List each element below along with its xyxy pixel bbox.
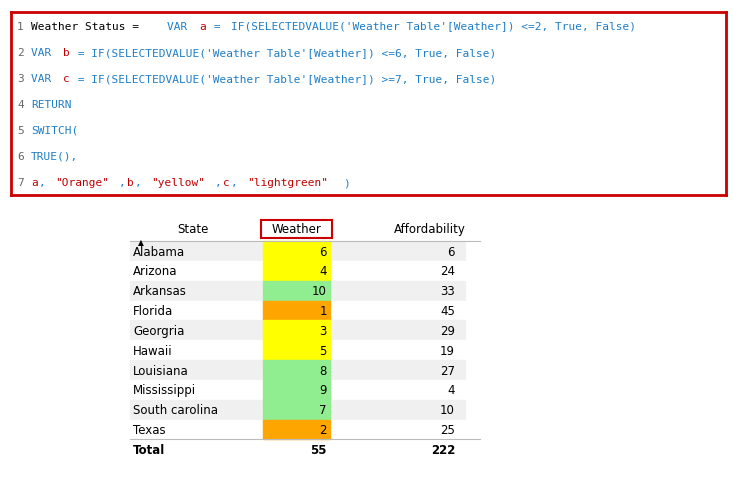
Text: a: a	[199, 21, 206, 32]
Text: a: a	[31, 178, 38, 188]
Text: "yellow": "yellow"	[151, 178, 205, 188]
Text: "Orange": "Orange"	[55, 178, 109, 188]
Bar	[261, 220, 332, 238]
Text: 9: 9	[320, 384, 327, 397]
Text: 55: 55	[311, 444, 327, 457]
Text: South carolina: South carolina	[133, 404, 218, 417]
Bar	[130, 320, 465, 340]
Text: 19: 19	[440, 345, 455, 357]
Text: Georgria: Georgria	[133, 325, 185, 338]
Bar	[263, 420, 330, 439]
Text: TRUE(),: TRUE(),	[31, 152, 78, 162]
Text: Weather Status =: Weather Status =	[31, 21, 146, 32]
Bar	[130, 340, 465, 360]
Text: VAR: VAR	[167, 21, 194, 32]
Text: ,: ,	[215, 178, 222, 188]
Text: ,: ,	[39, 178, 53, 188]
Text: State: State	[177, 223, 209, 236]
Text: 10: 10	[440, 404, 455, 417]
Bar	[263, 320, 330, 340]
Text: Arizona: Arizona	[133, 265, 177, 279]
Bar	[263, 340, 330, 360]
Text: 7: 7	[17, 178, 24, 188]
Bar	[130, 400, 465, 420]
Text: 1: 1	[17, 21, 24, 32]
Text: 4: 4	[320, 265, 327, 279]
Text: c: c	[63, 74, 70, 84]
Text: ,: ,	[135, 178, 149, 188]
Text: Total: Total	[133, 444, 165, 457]
Text: 6: 6	[448, 245, 455, 259]
Text: 4: 4	[17, 100, 24, 110]
Text: 6: 6	[320, 245, 327, 259]
Bar	[263, 300, 330, 320]
Text: VAR: VAR	[31, 48, 58, 57]
Text: =: =	[207, 21, 227, 32]
Text: 5: 5	[320, 345, 327, 357]
Bar	[263, 281, 330, 300]
Text: 1: 1	[320, 305, 327, 318]
Text: IF(SELECTEDVALUE('Weather Table'[Weather]) <=2, True, False): IF(SELECTEDVALUE('Weather Table'[Weather…	[231, 21, 636, 32]
Bar	[263, 241, 330, 261]
Text: b: b	[127, 178, 134, 188]
Text: c: c	[223, 178, 230, 188]
Bar	[130, 281, 465, 300]
Text: Weather: Weather	[271, 223, 322, 236]
Text: 29: 29	[440, 325, 455, 338]
Text: ,: ,	[119, 178, 126, 188]
Text: 27: 27	[440, 364, 455, 377]
Text: b: b	[63, 48, 70, 57]
Bar	[130, 300, 465, 320]
Text: Affordability: Affordability	[394, 223, 466, 236]
Text: 7: 7	[320, 404, 327, 417]
Text: 10: 10	[312, 285, 327, 298]
Text: Florida: Florida	[133, 305, 173, 318]
Text: 45: 45	[440, 305, 455, 318]
Text: 2: 2	[17, 48, 24, 57]
Bar	[263, 261, 330, 281]
Text: = IF(SELECTEDVALUE('Weather Table'[Weather]) <=6, True, False): = IF(SELECTEDVALUE('Weather Table'[Weath…	[71, 48, 496, 57]
Text: 3: 3	[17, 74, 24, 84]
Text: Texas: Texas	[133, 424, 166, 437]
Text: 4: 4	[448, 384, 455, 397]
Text: = IF(SELECTEDVALUE('Weather Table'[Weather]) >=7, True, False): = IF(SELECTEDVALUE('Weather Table'[Weath…	[71, 74, 496, 84]
Text: 33: 33	[441, 285, 455, 298]
Bar	[130, 360, 465, 380]
Text: Arkansas: Arkansas	[133, 285, 187, 298]
Text: ,: ,	[231, 178, 245, 188]
Text: Louisiana: Louisiana	[133, 364, 189, 377]
Bar	[130, 380, 465, 400]
Text: SWITCH(: SWITCH(	[31, 126, 78, 136]
Text: 3: 3	[320, 325, 327, 338]
Text: Hawaii: Hawaii	[133, 345, 173, 357]
Bar	[130, 241, 465, 261]
Bar	[263, 380, 330, 400]
Text: ▲: ▲	[138, 238, 144, 246]
Text: Alabama: Alabama	[133, 245, 185, 259]
Bar	[263, 400, 330, 420]
Text: 6: 6	[17, 152, 24, 162]
Text: 5: 5	[17, 126, 24, 136]
Text: RETURN: RETURN	[31, 100, 72, 110]
Text: 2: 2	[320, 424, 327, 437]
Text: VAR: VAR	[31, 74, 58, 84]
Bar	[263, 360, 330, 380]
Text: 222: 222	[430, 444, 455, 457]
Text: 8: 8	[320, 364, 327, 377]
Text: Mississippi: Mississippi	[133, 384, 196, 397]
Text: 25: 25	[440, 424, 455, 437]
Text: "lightgreen": "lightgreen"	[247, 178, 328, 188]
Text: 24: 24	[440, 265, 455, 279]
Text: ): )	[343, 178, 350, 188]
Bar	[130, 420, 465, 439]
Bar	[130, 261, 465, 281]
